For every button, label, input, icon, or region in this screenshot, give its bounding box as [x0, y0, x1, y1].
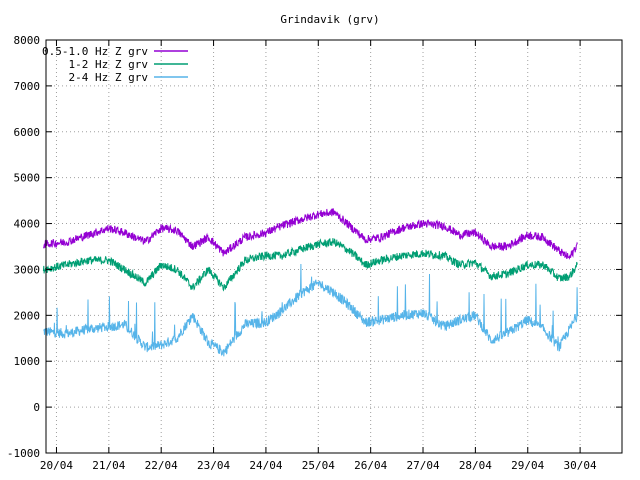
series-layer [42, 208, 578, 357]
series-line-1 [42, 208, 578, 261]
x-tick-label: 28/04 [459, 459, 492, 472]
x-tick-label: 29/04 [511, 459, 544, 472]
x-tick-label: 30/04 [564, 459, 597, 472]
x-tick-label: 21/04 [92, 459, 125, 472]
legend-label: 1-2 Hz Z grv [69, 58, 149, 71]
plot-frame [45, 39, 623, 454]
x-tick-label: 22/04 [145, 459, 178, 472]
x-tick-label: 23/04 [197, 459, 230, 472]
legend-label: 2-4 Hz Z grv [69, 71, 149, 84]
legend-label: 0.5-1.0 Hz Z grv [42, 45, 148, 58]
axis-ticks: -1000 0 1000 2000 3000 4000 5000 6000 7000 8000 20… [7, 34, 622, 472]
chart-title: Grindavik (grv) [280, 13, 379, 26]
x-tick-label: 25/04 [302, 459, 335, 472]
y-tick-label: 1000 [14, 355, 41, 368]
x-tick-label: 20/04 [40, 459, 73, 472]
x-tick-label: 26/04 [354, 459, 387, 472]
y-tick-label: 5000 [14, 172, 41, 185]
y-tick-label: 0 [33, 401, 40, 414]
y-tick-label: -1000 [7, 447, 40, 460]
x-tick-label: 27/04 [406, 459, 439, 472]
series-line-3 [43, 263, 578, 357]
x-tick-label: 24/04 [249, 459, 282, 472]
y-tick-label: 4000 [14, 218, 41, 231]
y-tick-label: 7000 [14, 80, 41, 93]
grid [46, 39, 622, 454]
y-tick-label: 8000 [14, 34, 41, 47]
y-tick-label: 6000 [14, 126, 41, 139]
y-tick-label: 2000 [14, 309, 41, 322]
y-tick-label: 3000 [14, 263, 41, 276]
series-line-2 [42, 238, 578, 292]
